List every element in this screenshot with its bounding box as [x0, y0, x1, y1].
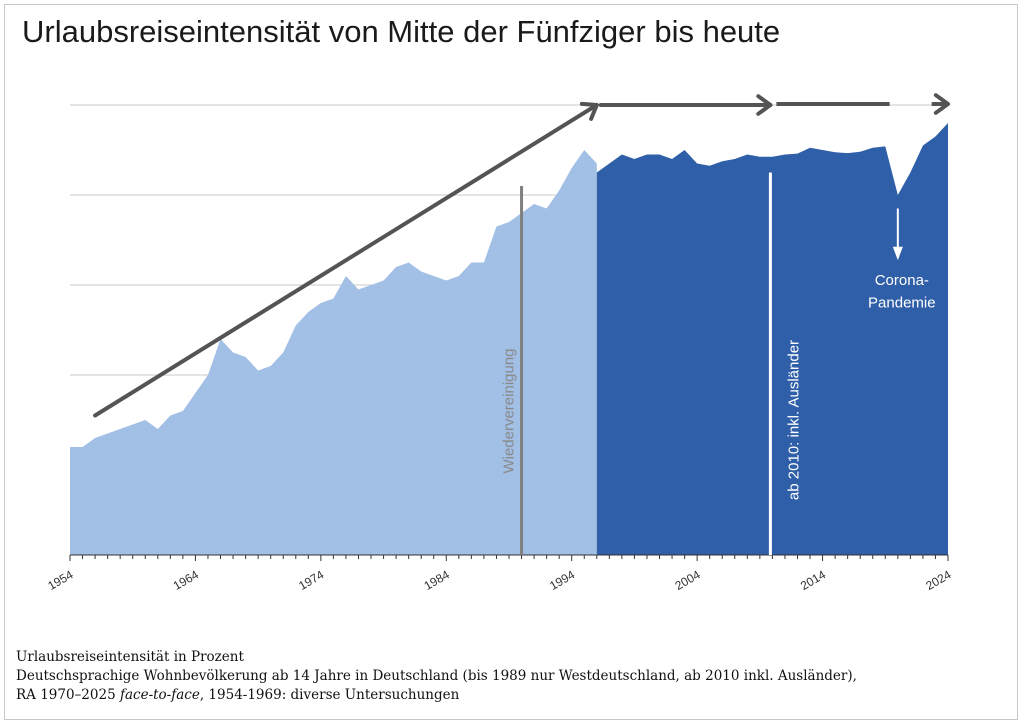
footer-line-1: Urlaubsreiseintensität in Prozent	[16, 649, 244, 665]
footer-line-3: RA 1970–2025 face-to-face, 1954-1969: di…	[16, 686, 857, 705]
trend-arrow-line	[93, 103, 599, 418]
annotation-ab-2010: ab 2010: inkl. Ausländer	[785, 340, 802, 500]
trend-arrow-head	[756, 94, 773, 116]
footer-line-3-a: RA 1970–2025	[16, 687, 120, 703]
x-tick-label: 2024	[923, 567, 953, 593]
annotation-wiedervereinigung: Wiedervereinigung	[501, 348, 518, 473]
annotation-corona-line-1: Corona-	[875, 272, 929, 289]
footer-line-3-c: , 1954-1969: diverse Untersuchungen	[199, 687, 460, 703]
x-tick-label: 1964	[171, 567, 201, 593]
trend-arrow-head	[579, 101, 599, 121]
trend-arrow-head	[933, 93, 950, 115]
x-tick-label: 2014	[798, 567, 828, 593]
x-tick-label: 1954	[45, 567, 75, 593]
footer-line-3-italic: face-to-face	[119, 687, 200, 703]
x-tick-label: 1974	[296, 567, 326, 593]
chart-title: Urlaubsreiseintensität von Mitte der Fün…	[22, 14, 781, 49]
x-tick-label: 1984	[422, 567, 452, 593]
x-tick-label: 1994	[547, 567, 577, 593]
footer-line-2: Deutschsprachige Wohnbevölkerung ab 14 J…	[16, 668, 857, 684]
chart-footer: Urlaubsreiseintensität in Prozent Deutsc…	[16, 648, 857, 705]
area-series-until-1996	[70, 150, 597, 555]
area-series-from-1996	[596, 123, 948, 555]
annotation-corona-line-2: Pandemie	[868, 295, 936, 312]
corona-arrow-head	[892, 246, 903, 261]
x-tick-label: 2004	[673, 567, 703, 593]
